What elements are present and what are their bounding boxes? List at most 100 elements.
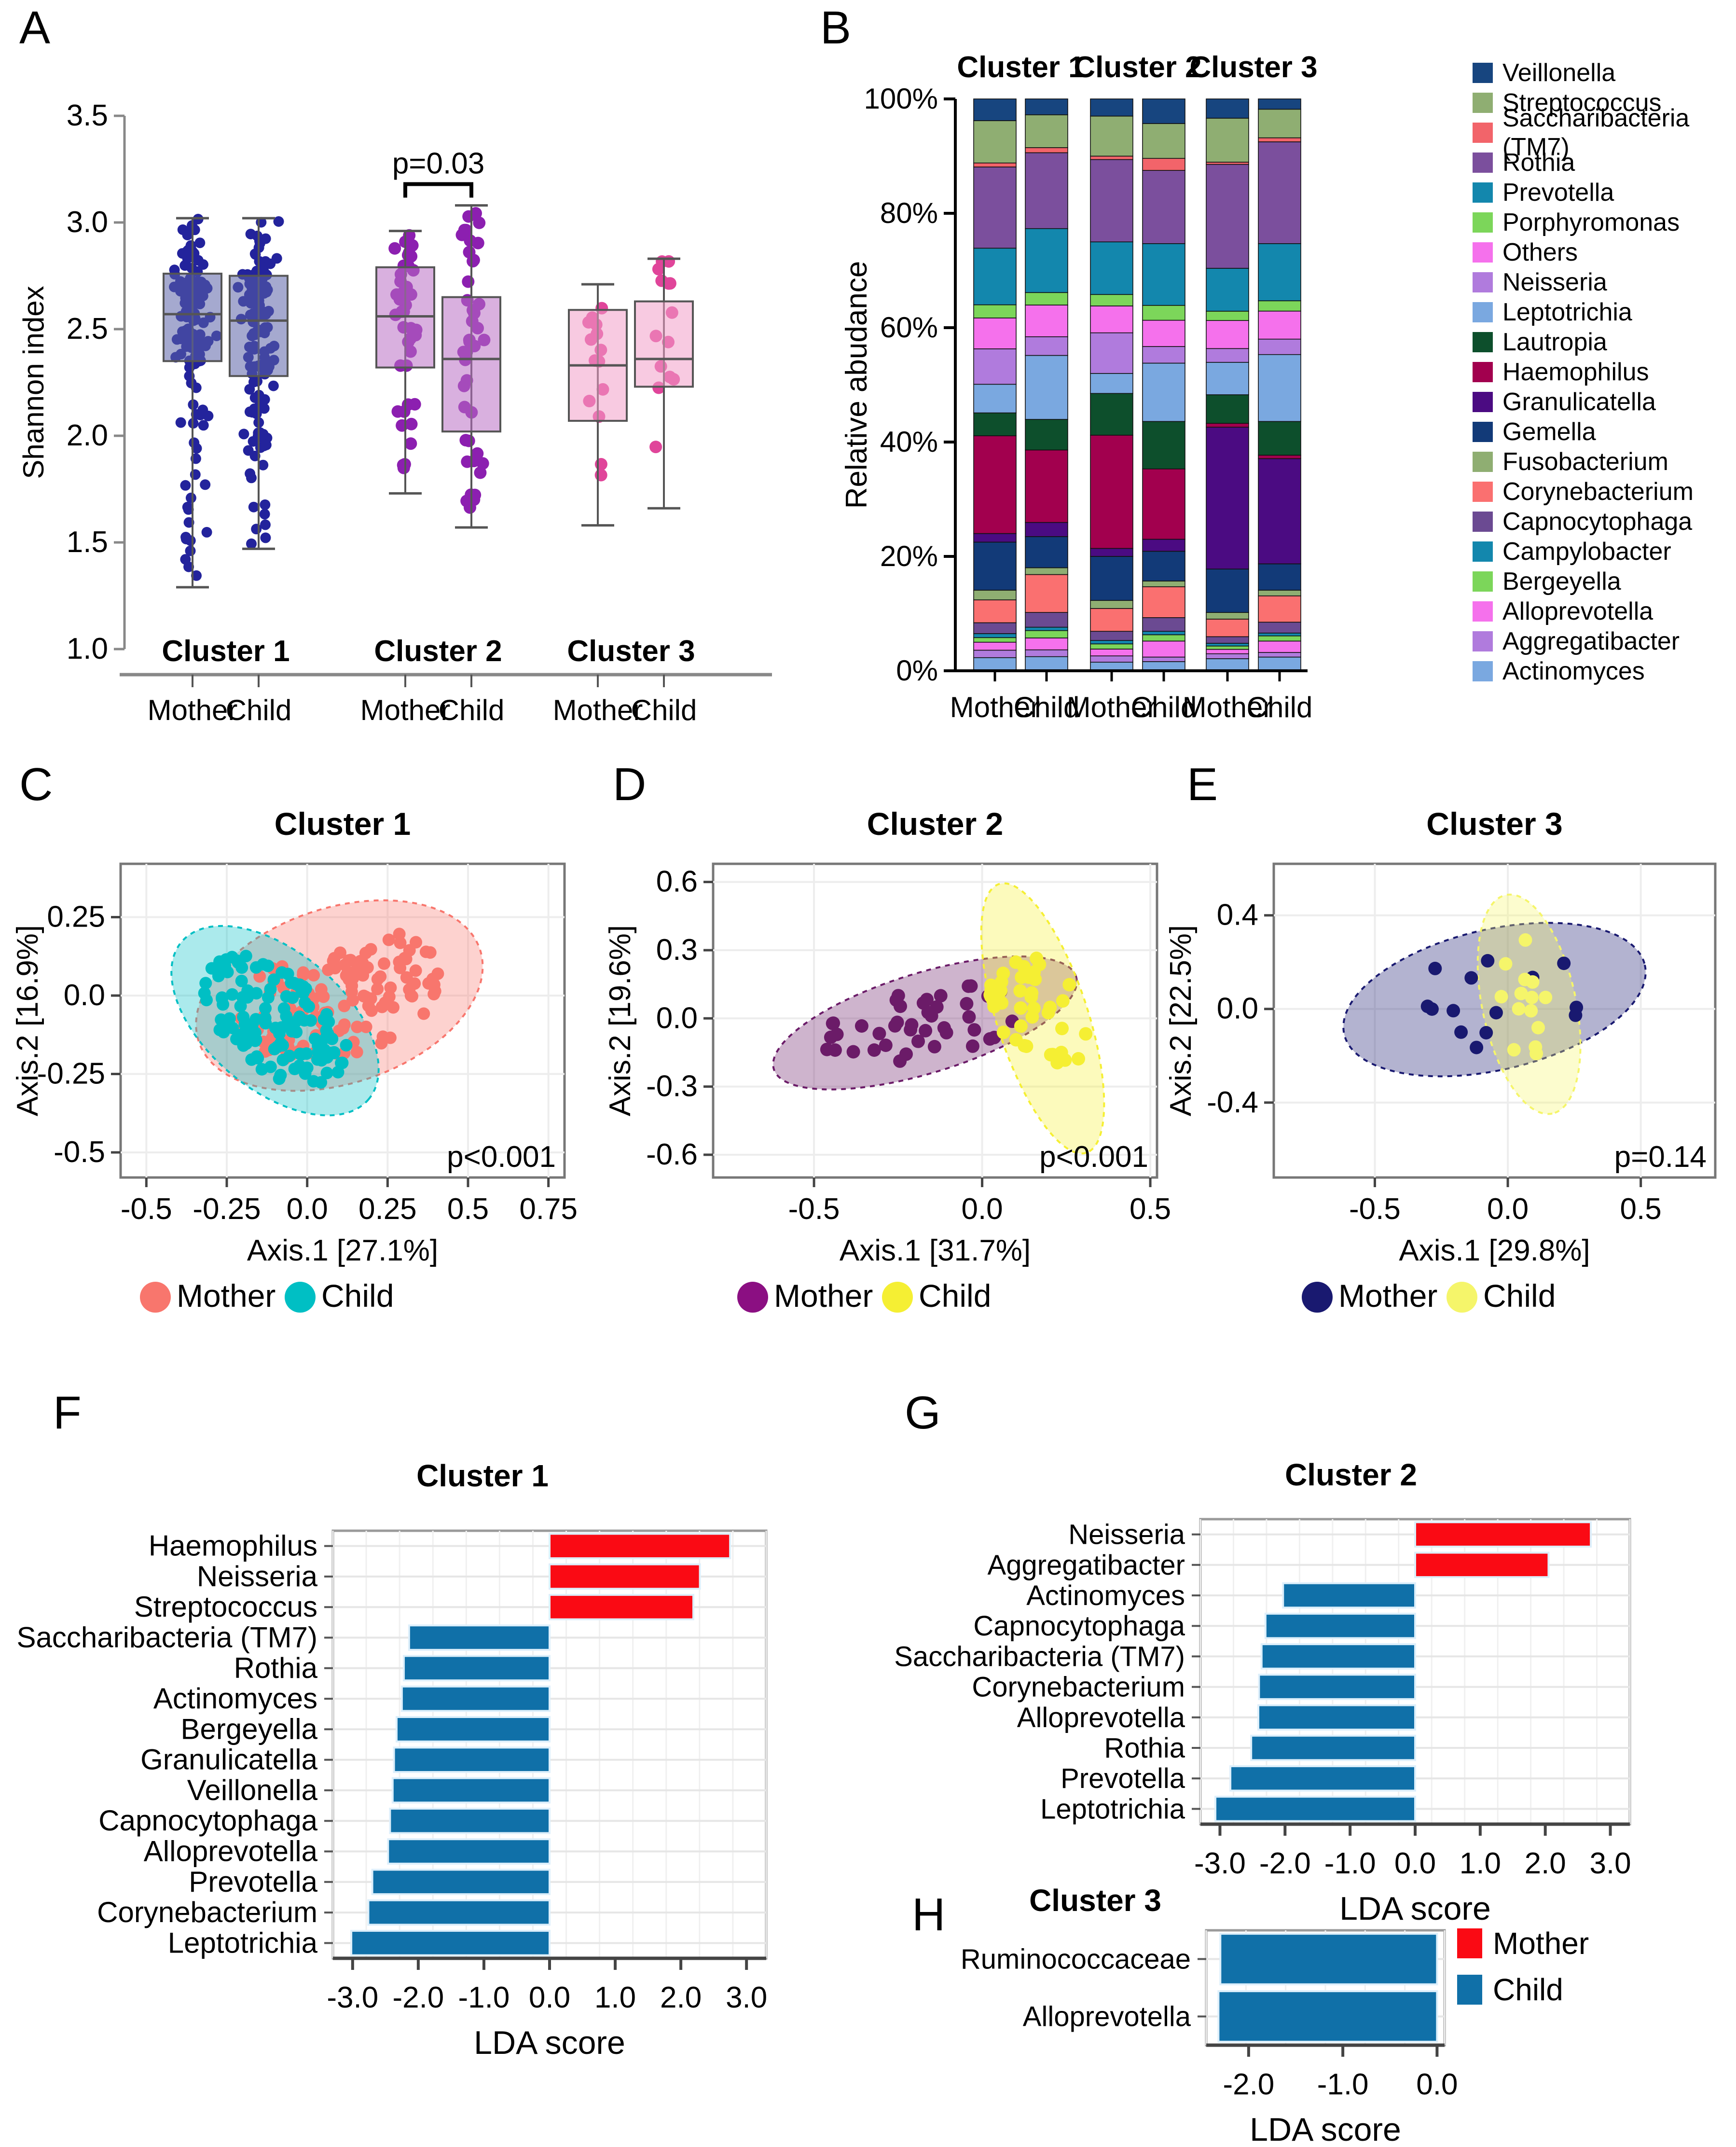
- y-tick-label: -0.4: [1207, 1086, 1258, 1119]
- legend-color-swatch: [1473, 482, 1493, 502]
- panel-b-bar-segment: [1025, 336, 1068, 356]
- panel-a: A 3.5 3.0 2.5 2.0 1.5 1.0 Shannon index p=0.03 C…: [0, 0, 820, 753]
- legend-item-label: Corynebacterium: [1502, 478, 1694, 506]
- panel-b-bar-segment: [1025, 228, 1068, 293]
- y-tick-label: -0.6: [646, 1138, 698, 1171]
- panel-b-bar-segment: [1090, 640, 1133, 645]
- lda-bar: [1264, 1612, 1417, 1639]
- lda-bar: [387, 1838, 551, 1865]
- panel-b-bar-segment: [1142, 634, 1185, 642]
- panel-g-plot: Cluster 2 NeisseriaAggregatibacterActinom…: [894, 1457, 1631, 1927]
- svgE-plot-area: [1274, 864, 1715, 1177]
- child-legend-label: Child: [1493, 1972, 1563, 2007]
- panel-b-bar-segment: [1025, 536, 1068, 568]
- lda-bar: [1258, 1674, 1416, 1700]
- panel-b-bar-segment: [1206, 98, 1249, 119]
- panel-b-bar-segment: [1090, 294, 1133, 306]
- panel-b-bar-segment: [1090, 548, 1133, 557]
- panel-b-bar-segment: [1258, 137, 1301, 142]
- legend-item-label: Veillonella: [1502, 59, 1616, 87]
- y-tick-label: -0.3: [646, 1070, 698, 1103]
- panel-b-bar-segment: [1142, 421, 1185, 470]
- legend-color-dot: [882, 1282, 913, 1313]
- x-axis-label: Axis.1 [31.7%]: [840, 1234, 1031, 1267]
- panel-b-bar-segment: [1258, 652, 1301, 658]
- legend-color-swatch: [1473, 212, 1493, 233]
- panel-a-pvalue-label: p=0.03: [392, 147, 484, 180]
- legend-item-label: Bergeyella: [1502, 568, 1621, 596]
- x-tick-label: -0.5: [788, 1192, 840, 1226]
- category-label: Aggregatibacter: [988, 1550, 1185, 1581]
- panel-b-bar-segment: [973, 590, 1017, 600]
- category-label: Alloprevotella: [1017, 1702, 1185, 1733]
- legend-color-swatch: [1473, 272, 1493, 292]
- panel-a-cluster-label: Cluster 2: [374, 635, 502, 668]
- legend-color-swatch: [1473, 242, 1493, 263]
- panel-b-bar-segment: [1258, 656, 1301, 671]
- panel-b-bar-segment: [1206, 653, 1249, 659]
- panel-b-bar-segment: [1206, 649, 1249, 654]
- lda-legend-child: Child: [1457, 1972, 1589, 2008]
- y-axis-label: Axis.2 [16.9%]: [11, 925, 44, 1116]
- panel-b-bar-segment: [973, 304, 1017, 319]
- panel-b-legend-item: Alloprevotella: [1473, 596, 1736, 626]
- panel-b-legend-item: Bergeyella: [1473, 567, 1736, 596]
- category-label: Corynebacterium: [97, 1896, 317, 1928]
- x-tick-label: -3.0: [1194, 1847, 1246, 1880]
- legend-item-label: Actinomyces: [1502, 657, 1645, 685]
- panel-d-plot: Cluster 2 -0.5 0.0 0.5 0.6 0.3 0.0 -0.3 -0.6 Axis…: [604, 806, 1171, 1314]
- panel-b-bar-segment: [1090, 115, 1133, 157]
- legend-item-label: Lautropia: [1502, 328, 1607, 356]
- panel-a-plot: 3.5 3.0 2.5 2.0 1.5 1.0 Shannon index p=0.03 Clu…: [17, 99, 772, 726]
- y-axis-label: Axis.2 [22.5%]: [1164, 925, 1198, 1116]
- x-tick-label: 0.5: [447, 1192, 489, 1226]
- lda-bar: [402, 1655, 551, 1682]
- x-tick-label: -0.5: [1349, 1192, 1401, 1226]
- panel-a-subgroup-label: Mother: [553, 694, 643, 726]
- panel-a-y-tick-label: 2.5: [67, 312, 108, 346]
- category-label: Actinomyces: [1026, 1580, 1185, 1611]
- y-tick-label: -0.5: [54, 1136, 105, 1169]
- lda-bar: [391, 1777, 551, 1804]
- category-label: Leptotrichia: [168, 1926, 318, 1959]
- legend-item-label: Mother: [177, 1278, 276, 1314]
- legend-color-swatch: [1473, 601, 1493, 622]
- lda-bar: [395, 1716, 551, 1743]
- lda-bar: [389, 1807, 551, 1834]
- panel-d: D Cluster 2 -0.5 0.0 0.5 0.6 0.3 0.0 -0.3 -0.6 Ax…: [584, 753, 1177, 1375]
- legend-color-swatch: [1473, 182, 1493, 203]
- x-axis-label: Axis.1 [27.1%]: [247, 1234, 438, 1267]
- panel-b-bar-segment: [1025, 522, 1068, 537]
- panel-b-bar-segment: [973, 348, 1017, 385]
- panel-b-bar-segment: [1258, 622, 1301, 634]
- x-tick-label: 0.75: [519, 1192, 578, 1226]
- panel-b-bar-segment: [1142, 631, 1185, 636]
- panel-b-bar-segment: [1090, 332, 1133, 374]
- panel-b-legend-item: Fusobacterium: [1473, 447, 1736, 477]
- panel-a-data-points: [169, 214, 222, 581]
- panel-b-bar-segment: [1025, 626, 1068, 631]
- panel-b-bar-segment: [973, 98, 1017, 121]
- y-tick-label: 0.0: [656, 1001, 698, 1035]
- panel-b-y-tick-label: 0%: [896, 654, 938, 687]
- x-tick-label: 3.0: [726, 1981, 767, 2014]
- panel-b-letter: B: [820, 2, 852, 54]
- svgC-title: Cluster 1: [275, 806, 411, 842]
- category-label: Prevotella: [189, 1866, 317, 1898]
- category-label: Actinomyces: [153, 1682, 317, 1715]
- child-color-swatch: [1457, 1975, 1482, 2005]
- legend-item-label: Aggregatibacter: [1502, 627, 1680, 655]
- panel-b-bar-segment: [1258, 141, 1301, 244]
- legend-item-label: Neisseria: [1502, 268, 1607, 296]
- panel-a-y-axis-label: Shannon index: [17, 286, 50, 479]
- x-axis-label: Axis.1 [29.8%]: [1399, 1234, 1590, 1267]
- panel-b-bar-segment: [1025, 612, 1068, 628]
- panel-b-bar-segment: [1258, 310, 1301, 340]
- lda-legend: Mother Child: [1457, 1925, 1589, 2008]
- category-label: Streptococcus: [134, 1591, 317, 1623]
- legend-color-swatch: [1473, 452, 1493, 472]
- panel-b-bar-segment: [973, 162, 1017, 167]
- panel-b-bar-segment: [1206, 164, 1249, 269]
- panel-b-bar-segment: [1206, 348, 1249, 363]
- panel-b-bar-segment: [1142, 551, 1185, 582]
